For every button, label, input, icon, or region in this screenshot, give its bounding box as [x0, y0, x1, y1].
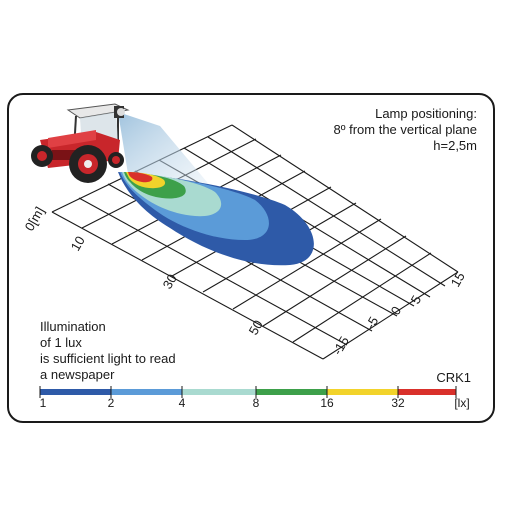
light-beam — [118, 112, 212, 188]
scale-unit-label: [lx] — [454, 396, 470, 410]
lateral-axis: 15 5 0 -5 -15 — [330, 269, 468, 357]
illumination-note: Illumination of 1 lux is sufficient ligh… — [40, 319, 176, 383]
lamp-note-line-1: Lamp positioning: — [375, 106, 477, 121]
scale-segment-4-8 — [182, 389, 256, 395]
lamp-note-line-3: h=2,5m — [433, 138, 477, 153]
scale-segment-8-16 — [256, 389, 327, 395]
distance-label-0: 0[m] — [22, 204, 48, 233]
model-label: CRK1 — [436, 370, 471, 385]
tractor-image — [31, 103, 130, 183]
scale-segment-2-4 — [111, 389, 182, 395]
distance-label-10: 10 — [68, 233, 88, 253]
distance-label-30: 30 — [160, 271, 180, 291]
scale-label-16: 16 — [320, 396, 334, 410]
illum-note-line-4: a newspaper — [40, 367, 115, 382]
distance-label-50: 50 — [246, 317, 266, 337]
illumination-contours — [118, 172, 314, 266]
illum-note-line-3: is sufficient light to read — [40, 351, 176, 366]
illum-note-line-1: Illumination — [40, 319, 106, 334]
lamp-note-line-2: 8º from the vertical plane — [333, 122, 477, 137]
distance-axis: 0[m] 10 30 50 — [22, 204, 266, 337]
scale-label-4: 4 — [178, 396, 186, 410]
scale-label-8: 8 — [252, 396, 260, 410]
scale-segment-1-2 — [40, 389, 111, 395]
lux-scale-bar — [39, 386, 457, 398]
lateral-label-15: 15 — [448, 269, 468, 289]
scale-label-1: 1 — [39, 396, 47, 410]
scale-label-2: 2 — [107, 396, 115, 410]
illum-note-line-2: of 1 lux — [40, 335, 82, 350]
scale-segment-16-32 — [327, 389, 398, 395]
scale-label-32: 32 — [391, 396, 405, 410]
scale-segment-32-plus — [398, 389, 456, 395]
contour-32-lux — [128, 172, 153, 183]
lateral-label-minus5: -5 — [363, 314, 382, 332]
lamp-positioning-note: Lamp positioning: 8º from the vertical p… — [334, 106, 477, 154]
